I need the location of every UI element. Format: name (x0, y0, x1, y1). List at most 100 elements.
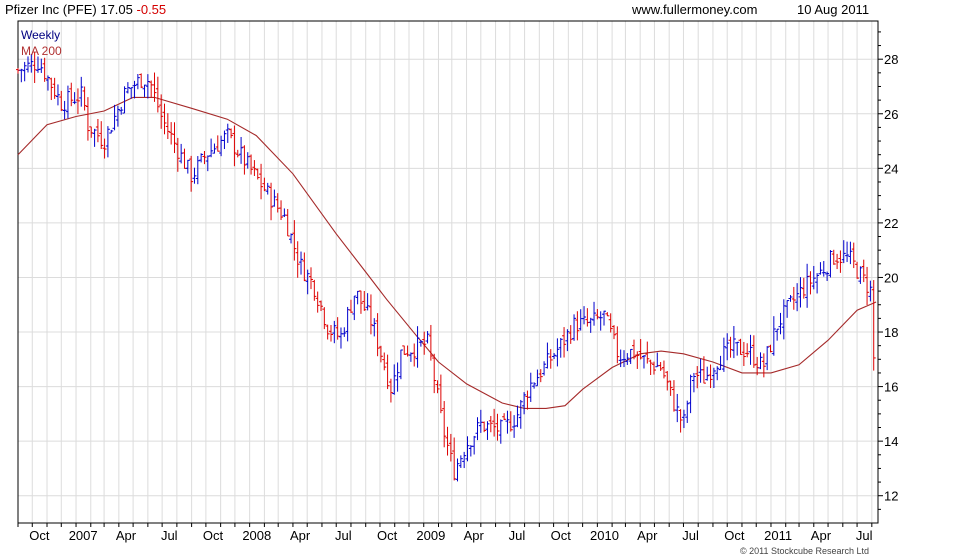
weekly-bar (102, 138, 107, 159)
y-tick-label: 28 (884, 52, 898, 67)
weekly-bar (608, 313, 613, 333)
weekly-bar (175, 137, 180, 172)
weekly-bar (468, 445, 473, 457)
weekly-bar (29, 53, 34, 73)
weekly-bar (415, 326, 420, 368)
weekly-bar (495, 413, 500, 441)
weekly-bar (22, 61, 27, 82)
weekly-bar (215, 135, 220, 152)
weekly-bar (388, 378, 393, 403)
weekly-bar (565, 329, 570, 352)
weekly-bar (129, 87, 134, 99)
weekly-bar (671, 380, 676, 412)
price-bars (16, 52, 876, 482)
weekly-bar (741, 341, 746, 367)
weekly-bar (249, 154, 254, 175)
weekly-bar (821, 261, 826, 277)
weekly-bar (352, 295, 357, 321)
weekly-bar (505, 410, 510, 434)
weekly-bar (621, 350, 626, 368)
weekly-bar (605, 312, 610, 317)
weekly-bar (245, 152, 250, 169)
weekly-bar (172, 122, 177, 154)
weekly-bar (708, 364, 713, 389)
x-tick-label: 2011 (764, 528, 792, 543)
weekly-bar (39, 58, 44, 73)
weekly-bar (219, 135, 224, 157)
weekly-bar (338, 327, 343, 349)
weekly-bar (515, 405, 520, 428)
weekly-bar (309, 267, 314, 290)
x-tick-label: Oct (29, 528, 50, 543)
weekly-bar (685, 400, 690, 423)
weekly-bar (681, 409, 686, 429)
x-tick-label: 2010 (590, 528, 619, 543)
y-tick-label: 24 (884, 161, 898, 176)
chart-date: 10 Aug 2011 (797, 2, 870, 17)
weekly-bar (665, 371, 670, 391)
weekly-bar (715, 366, 720, 381)
weekly-bar (295, 241, 300, 278)
weekly-bar (318, 300, 323, 312)
weekly-bar (269, 182, 274, 221)
weekly-bar (282, 208, 287, 218)
weekly-bar (488, 415, 493, 433)
weekly-bar (731, 326, 736, 359)
weekly-bar (798, 277, 803, 308)
weekly-bar (65, 85, 70, 119)
weekly-bar (678, 409, 683, 433)
weekly-bar (588, 317, 593, 333)
chart-title: Pfizer Inc (PFE) 17.05 -0.55 (5, 2, 166, 17)
weekly-bar (225, 123, 230, 143)
website-link[interactable]: www.fullermoney.com (632, 2, 758, 17)
weekly-bar (661, 360, 666, 379)
copyright-text: © 2011 Stockcube Research Ltd (740, 546, 869, 556)
weekly-bar (202, 150, 207, 165)
weekly-bar (478, 409, 483, 433)
weekly-bar (558, 337, 563, 358)
weekly-bar (302, 252, 307, 282)
weekly-bar (698, 358, 703, 383)
weekly-bar (845, 241, 850, 263)
weekly-bar (562, 327, 567, 358)
weekly-bar (49, 77, 54, 101)
weekly-bar (452, 437, 457, 481)
weekly-bar (149, 80, 154, 98)
weekly-bar (112, 104, 117, 131)
weekly-bar (152, 72, 157, 102)
weekly-bar (721, 337, 726, 372)
weekly-bar (578, 309, 583, 331)
weekly-bar (502, 413, 507, 421)
weekly-bar (572, 314, 577, 341)
weekly-bar (475, 417, 480, 441)
x-tick-label: 2008 (242, 528, 271, 543)
weekly-bar (861, 259, 866, 283)
weekly-bar (711, 367, 716, 388)
weekly-bar (95, 118, 100, 143)
y-tick-label: 20 (884, 270, 898, 285)
weekly-bar (472, 435, 477, 455)
weekly-bar (648, 359, 653, 375)
weekly-bar (785, 300, 790, 318)
weekly-bar (748, 334, 753, 365)
weekly-bar (835, 253, 840, 270)
weekly-bar (492, 408, 497, 437)
weekly-bar (575, 311, 580, 341)
weekly-bar (179, 143, 184, 164)
weekly-bar (82, 86, 87, 111)
weekly-bar (831, 249, 836, 265)
weekly-bar (771, 316, 776, 356)
weekly-bar (135, 74, 140, 90)
x-tick-label: Apr (811, 528, 832, 543)
weekly-bar (342, 327, 347, 337)
weekly-bar (155, 76, 160, 113)
x-tick-label: Oct (377, 528, 398, 543)
weekly-bar (462, 451, 467, 469)
weekly-bar (115, 105, 120, 127)
weekly-bar (159, 94, 164, 129)
weekly-bar (162, 103, 167, 135)
weekly-bar (528, 372, 533, 402)
weekly-bar (555, 338, 560, 367)
weekly-bar (728, 336, 733, 358)
weekly-bar (691, 372, 696, 393)
